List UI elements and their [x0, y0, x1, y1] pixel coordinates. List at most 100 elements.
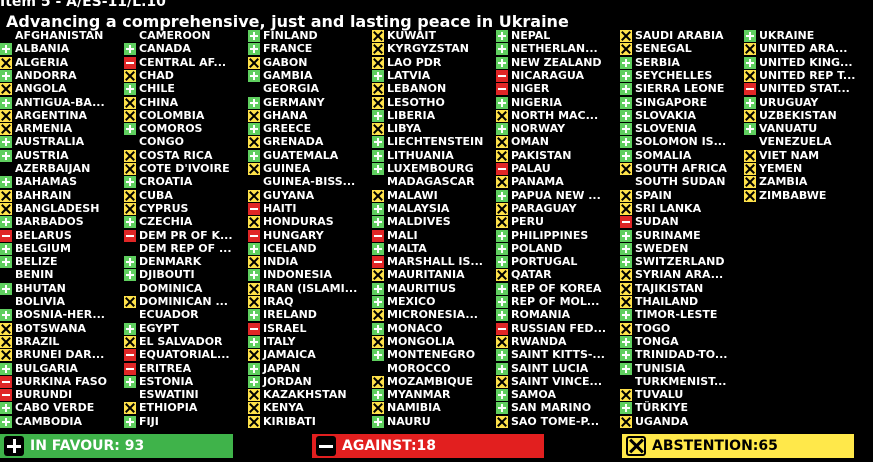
country-vote-row: BELIZE: [0, 256, 122, 269]
country-vote-row: ANDORRA: [0, 69, 122, 83]
cross-icon: [124, 189, 136, 202]
plus-icon: [372, 322, 384, 335]
country-name: IRAQ: [263, 295, 294, 308]
country-name: IRAN (ISLAMI...: [263, 281, 358, 295]
country-vote-row: KIRIBATI: [248, 415, 370, 429]
country-vote-row: INDONESIA: [248, 269, 370, 282]
cross-icon: [372, 189, 384, 202]
cross-icon: [744, 189, 756, 202]
plus-icon: [372, 202, 384, 215]
cross-icon: [620, 30, 632, 42]
country-name: PARAGUAY: [511, 201, 577, 215]
country-name: PAKISTAN: [511, 148, 572, 162]
country-vote-row: SOLOMON IS...: [620, 136, 742, 149]
plus-icon: [620, 83, 632, 96]
country-name: BULGARIA: [15, 361, 78, 375]
country-name: MARSHALL IS...: [387, 255, 483, 269]
plus-icon: [372, 163, 384, 175]
plus-icon: [620, 242, 632, 255]
country-name: BRUNEI DAR...: [15, 348, 105, 362]
country-name: NIGERIA: [511, 95, 562, 109]
plus-icon: [620, 123, 632, 136]
plus-icon: [0, 176, 12, 189]
country-vote-row: TOGO: [620, 322, 742, 336]
country-name: MALDIVES: [387, 215, 451, 229]
country-name: SWEDEN: [635, 241, 689, 255]
country-vote-row: UGANDA: [620, 415, 742, 429]
country-vote-row: CROATIA: [124, 176, 246, 189]
country-vote-row: LIECHTENSTEIN: [372, 136, 494, 149]
country-vote-row: MOROCCO: [372, 362, 494, 376]
country-name: LIBERIA: [387, 108, 436, 122]
cross-icon: [744, 43, 756, 56]
cross-icon: [372, 375, 384, 388]
cross-icon: [0, 83, 12, 96]
plus-icon: [248, 335, 260, 348]
cross-icon: [248, 256, 260, 269]
country-vote-row: NETHERLAN...: [496, 43, 618, 56]
plus-icon: [0, 96, 12, 109]
country-vote-row: CABO VERDE: [0, 402, 122, 415]
country-name: VIET NAM: [759, 148, 820, 162]
country-vote-row: TIMOR-LESTE: [620, 309, 742, 322]
country-name: JORDAN: [263, 374, 312, 388]
country-vote-row: GERMANY: [248, 96, 370, 110]
country-name: UZBEKISTAN: [759, 108, 837, 122]
country-vote-row: HONDURAS: [248, 216, 370, 229]
plus-icon: [620, 256, 632, 269]
country-name: SOLOMON IS...: [635, 135, 727, 149]
country-name: CHILE: [139, 82, 175, 96]
country-vote-row: LEBANON: [372, 83, 494, 96]
cross-icon: [496, 149, 508, 162]
country-vote-row: UKRAINE: [744, 30, 866, 43]
country-vote-row: NAMIBIA: [372, 402, 494, 415]
country-name: ESWATINI: [139, 388, 199, 402]
country-vote-row: DOMINICAN ...: [124, 296, 246, 309]
country-name: LAO PDR: [387, 55, 442, 69]
in-favour-label: IN FAVOUR: 93: [30, 438, 145, 454]
country-name: RUSSIAN FED...: [511, 321, 607, 335]
country-name: MONGOLIA: [387, 334, 455, 348]
plus-icon: [372, 69, 384, 82]
cross-icon: [372, 30, 384, 42]
country-name: CROATIA: [139, 175, 193, 189]
country-vote-row: SINGAPORE: [620, 96, 742, 110]
minus-icon: [124, 362, 136, 375]
country-name: ZAMBIA: [759, 175, 808, 189]
plus-icon: [248, 43, 260, 56]
against-total: AGAINST:18: [312, 434, 544, 458]
country-vote-row: HAITI: [248, 202, 370, 216]
country-name: ESTONIA: [139, 374, 194, 388]
country-vote-row: LAO PDR: [372, 55, 494, 70]
country-name: CANADA: [139, 42, 191, 56]
country-name: UKRAINE: [759, 29, 815, 42]
country-name: GEORGIA: [263, 82, 319, 96]
country-name: BURKINA FASO: [15, 374, 107, 388]
plus-icon: [0, 282, 12, 295]
country-name: UNITED REP T...: [759, 68, 856, 82]
cross-icon: [0, 56, 12, 69]
cross-icon: [124, 296, 136, 308]
cross-icon: [248, 56, 260, 69]
country-vote-row: IRELAND: [248, 309, 370, 322]
country-name: TUVALU: [635, 388, 684, 402]
cross-icon: [372, 269, 384, 282]
country-name: YEMEN: [759, 162, 803, 175]
country-name: NEPAL: [511, 29, 551, 42]
cross-icon: [372, 335, 384, 348]
plus-icon: [124, 322, 136, 335]
cross-icon: [496, 269, 508, 282]
country-vote-row: ALGERIA: [0, 56, 122, 70]
country-vote-row: MONGOLIA: [372, 334, 494, 349]
cross-icon: [124, 335, 136, 348]
country-vote-row: PANAMA: [496, 176, 618, 189]
country-vote-row: GUINEA: [248, 163, 370, 176]
country-name: SRI LANKA: [635, 201, 702, 215]
country-vote-row: SAMOA: [496, 389, 618, 402]
country-vote-row: BRAZIL: [0, 335, 122, 349]
country-vote-row: BELARUS: [0, 229, 122, 243]
country-vote-row: TUNISIA: [620, 362, 742, 376]
country-name: MYANMAR: [387, 388, 451, 402]
country-name: ERITREA: [139, 361, 192, 375]
plus-icon: [496, 96, 508, 109]
